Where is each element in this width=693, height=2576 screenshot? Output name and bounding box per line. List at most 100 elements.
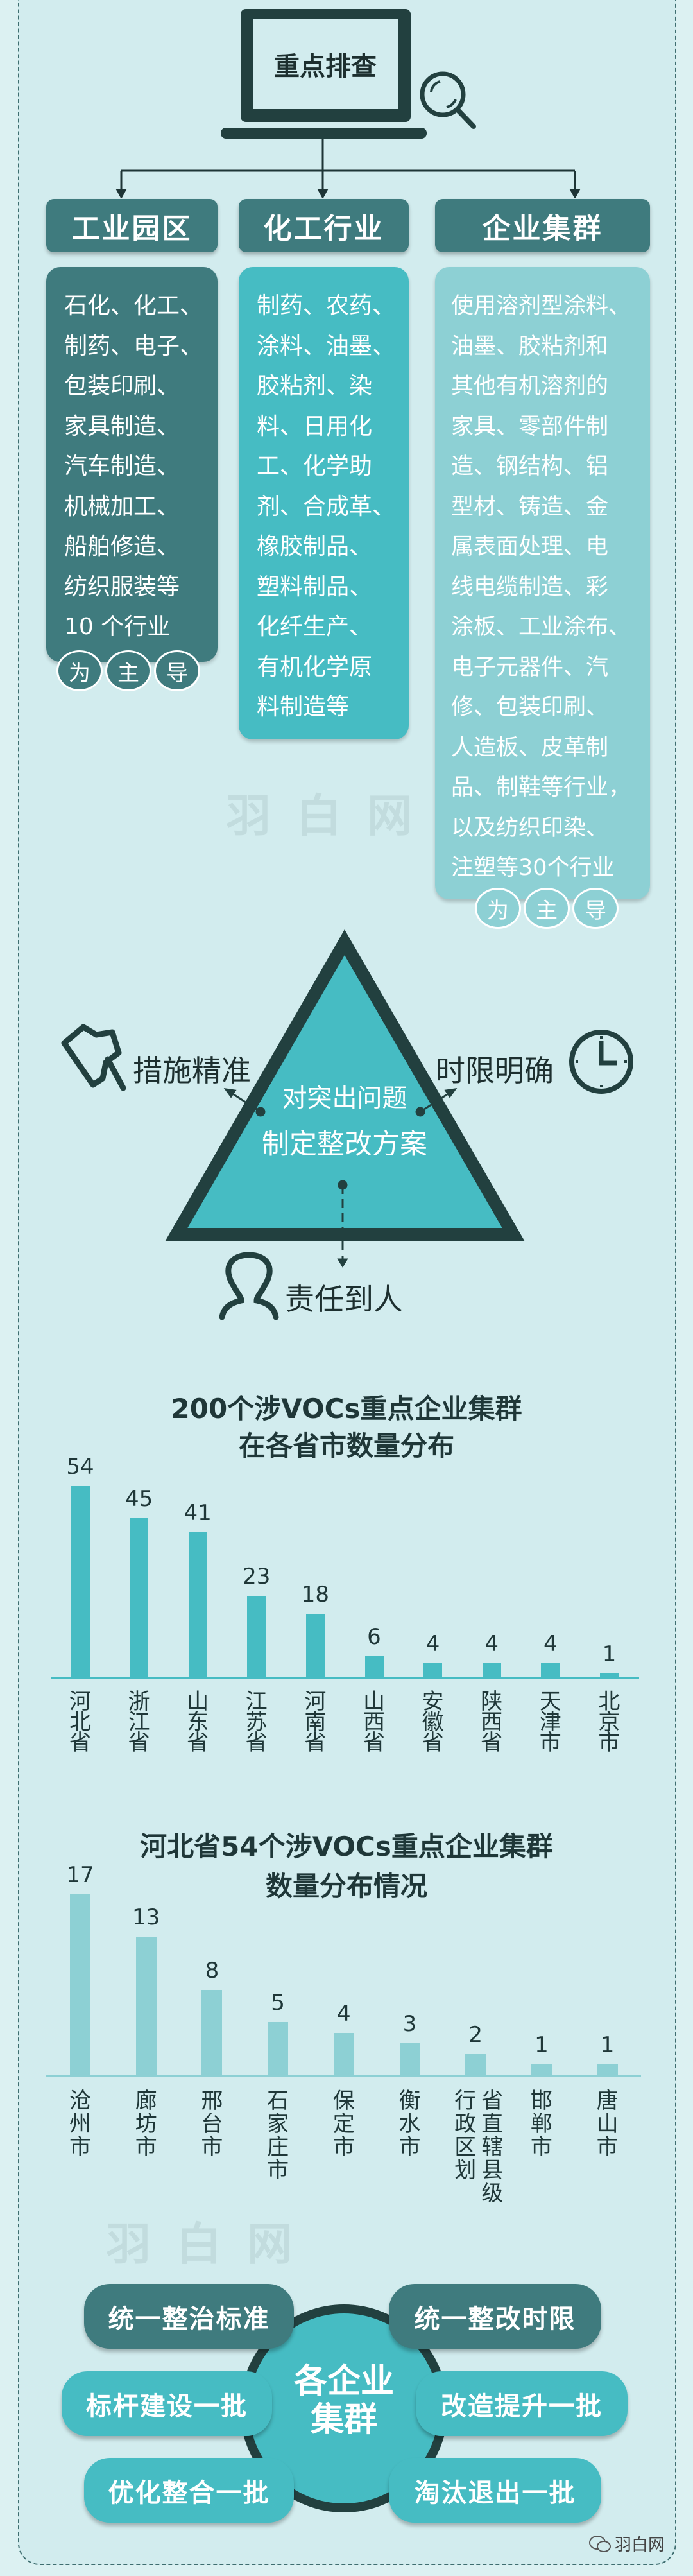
watermark-logo: 羽白网 xyxy=(106,2218,318,2270)
category-label: 浙江省 xyxy=(128,1689,150,1756)
list-line: 使用溶剂型涂料、 xyxy=(451,293,631,319)
bar xyxy=(188,1532,207,1677)
data-label: 5 xyxy=(271,1990,285,2016)
x-axis xyxy=(46,2075,641,2077)
list-line: 涂板、工业涂布、 xyxy=(451,614,631,640)
list-line: 修、包装印刷、 xyxy=(451,695,609,720)
category-label: 保定市 xyxy=(332,2088,355,2160)
watermark-logo: 羽白网 xyxy=(226,790,438,842)
chart2-title-line2: 数量分布情况 xyxy=(265,1871,427,1902)
category-label: 天津市 xyxy=(539,1689,561,1756)
data-label: 41 xyxy=(184,1500,212,1526)
data-label: 18 xyxy=(301,1581,330,1607)
tree-connector xyxy=(116,139,581,198)
chart1-title-line1: 200个涉VOCs重点企业集群 xyxy=(171,1393,522,1424)
data-label: 4 xyxy=(484,1630,499,1657)
pill-unified-standard: 统一整治标准 xyxy=(84,2284,294,2349)
list-line: 石化、化工、 xyxy=(64,293,203,319)
category-label: 安徽省 xyxy=(422,1689,444,1756)
list-line: 剂、合成革、 xyxy=(257,493,396,520)
list-line: 制药、电子、 xyxy=(64,333,203,359)
bar xyxy=(482,1663,501,1677)
list-line: 电子元器件、汽 xyxy=(451,654,609,680)
data-label: 1 xyxy=(600,2032,615,2059)
category-label: 衡水市 xyxy=(398,2088,421,2160)
bar xyxy=(268,2022,289,2075)
list-line: 其他有机溶剂的 xyxy=(451,374,609,399)
magnifier-icon xyxy=(420,71,476,129)
triangle-center-line2: 制定整改方案 xyxy=(262,1128,427,1161)
category-label: 河南省 xyxy=(304,1689,327,1756)
category-label: 山东省 xyxy=(187,1689,209,1756)
hub-center-line1: 各企业 xyxy=(293,2362,394,2401)
category-label: 陕西省 xyxy=(481,1689,503,1756)
category-label: 廊坊市 xyxy=(135,2088,157,2160)
list-line: 橡胶制品、 xyxy=(257,533,373,560)
pill-benchmark: 标杆建设一批 xyxy=(62,2371,272,2436)
data-label: 17 xyxy=(66,1862,94,1888)
list-line: 塑料制品、 xyxy=(257,573,373,600)
bar xyxy=(71,1485,90,1677)
data-label: 8 xyxy=(205,1958,219,1984)
bar xyxy=(599,1673,619,1677)
category-label: 山西省 xyxy=(363,1689,385,1756)
data-label: 4 xyxy=(336,2000,351,2027)
list-line: 油墨、胶粘剂和 xyxy=(451,333,609,359)
list-line: 型材、铸造、金 xyxy=(451,494,609,520)
badge-group-1: 为 主 导 xyxy=(56,650,200,691)
pushpin-icon xyxy=(61,1024,126,1091)
category-label: 沧州市 xyxy=(69,2088,91,2160)
badge-char: 主 xyxy=(524,888,570,929)
data-label: 4 xyxy=(425,1630,440,1657)
header-enterprise-cluster: 企业集群 xyxy=(435,199,650,252)
data-label: 54 xyxy=(66,1453,94,1480)
top-title: 重点排查 xyxy=(253,19,398,109)
pill-upgrade: 改造提升一批 xyxy=(416,2371,628,2436)
data-label: 6 xyxy=(367,1623,381,1650)
category-label: 行政区划 xyxy=(454,2088,477,2183)
triangle-center-line1: 对突出问题 xyxy=(282,1084,407,1113)
list-line: 线电缆制造、彩 xyxy=(451,574,609,600)
list-line: 制药、农药、 xyxy=(257,293,396,319)
bar xyxy=(247,1596,266,1677)
list-line: 家具制造、 xyxy=(64,413,180,440)
bar xyxy=(597,2064,618,2075)
label-responsibility: 责任到人 xyxy=(285,1282,403,1317)
list-line: 注塑等30个行业 xyxy=(451,855,615,881)
data-label: 4 xyxy=(543,1630,558,1657)
badge-group-3: 为 主 导 xyxy=(475,888,619,929)
hub-center-label: 各企业 集群 xyxy=(240,2362,448,2439)
x-axis xyxy=(51,1677,639,1679)
industrial-park-list: 石化、化工、 制药、电子、 包装印刷、 家具制造、 汽车制造、 机械加工、 船舶修造、 纺织服… xyxy=(46,267,218,662)
bar xyxy=(70,1894,90,2075)
chart1-title-line2: 在各省市数量分布 xyxy=(238,1430,454,1462)
category-label: 唐山市 xyxy=(596,2088,619,2160)
category-label: 省直辖县级 xyxy=(481,2088,504,2206)
data-label: 1 xyxy=(602,1641,617,1668)
pill-eliminate: 淘汰退出一批 xyxy=(389,2458,601,2523)
clock-icon xyxy=(569,1030,633,1094)
footer-brand-text: 羽白网 xyxy=(615,2536,665,2555)
bar xyxy=(424,1663,443,1677)
list-line: 纺织服装等 xyxy=(64,573,180,600)
bar xyxy=(333,2032,354,2075)
bar xyxy=(399,2043,420,2075)
footer-brand: 羽白网 xyxy=(589,2532,665,2555)
list-line: 化纤生产、 xyxy=(257,614,373,640)
list-line: 品、制鞋等行业， xyxy=(451,775,631,800)
list-line: 船舶修造、 xyxy=(64,533,180,560)
header-chemical-industry: 化工行业 xyxy=(239,199,409,252)
list-line: 料、日用化 xyxy=(257,413,373,440)
list-line: 机械加工、 xyxy=(64,493,180,520)
bar xyxy=(201,1990,223,2075)
bar xyxy=(364,1655,384,1677)
data-label: 23 xyxy=(243,1564,271,1590)
category-label: 河北省 xyxy=(69,1689,91,1756)
data-label: 3 xyxy=(402,2011,417,2037)
chart2-title-line1: 河北省54个涉VOCs重点企业集群 xyxy=(140,1831,553,1862)
bar xyxy=(135,1937,157,2075)
list-line: 造、钢结构、铝 xyxy=(451,454,609,480)
person-icon xyxy=(219,1252,279,1320)
chemical-industry-list: 制药、农药、 涂料、油墨、 胶粘剂、染 料、日用化 工、化学助 剂、合成革、 橡胶制品、 塑料… xyxy=(239,267,409,739)
badge-char: 主 xyxy=(105,650,151,691)
